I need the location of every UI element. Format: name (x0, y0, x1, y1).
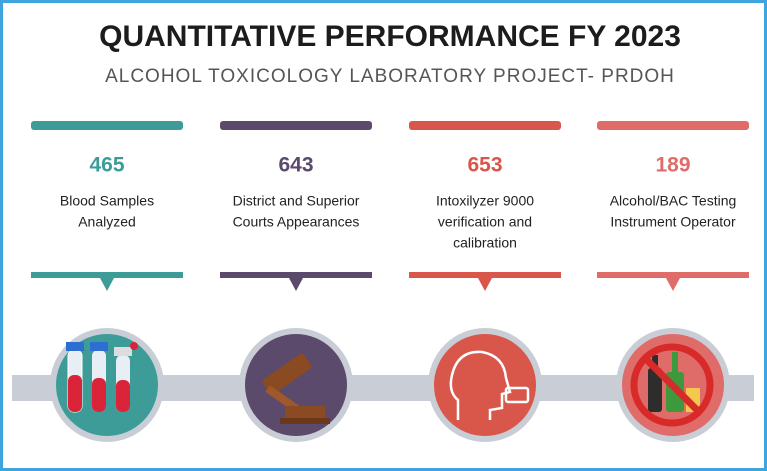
bottom-bar (409, 272, 561, 278)
label: Intoxilyzer 9000 (436, 193, 534, 209)
label: calibration (453, 235, 517, 251)
title: QUANTITATIVE PERFORMANCE FY 2023 (99, 20, 681, 53)
label: Blood Samples (60, 193, 154, 209)
label: Alcohol/BAC Testing (610, 193, 737, 209)
value: 643 (278, 154, 313, 177)
label: Analyzed (78, 214, 136, 230)
label: verification and (438, 214, 532, 230)
value: 653 (467, 154, 502, 177)
top-bar (31, 121, 183, 130)
top-bar (409, 121, 561, 130)
label: Instrument Operator (610, 214, 736, 230)
bottom-bar (220, 272, 372, 278)
value: 189 (655, 154, 690, 177)
top-bar (597, 121, 749, 130)
label: Courts Appearances (233, 214, 360, 230)
subtitle: ALCOHOL TOXICOLOGY LABORATORY PROJECT- P… (105, 66, 675, 87)
value: 465 (89, 154, 124, 177)
top-bar (220, 121, 372, 130)
label: District and Superior (233, 193, 360, 209)
icon-circle (434, 334, 536, 436)
bottom-bar (31, 272, 183, 278)
infographic: QUANTITATIVE PERFORMANCE FY 2023 ALCOHOL… (0, 0, 767, 471)
icon-blood (66, 342, 138, 412)
bottom-bar (597, 272, 749, 278)
